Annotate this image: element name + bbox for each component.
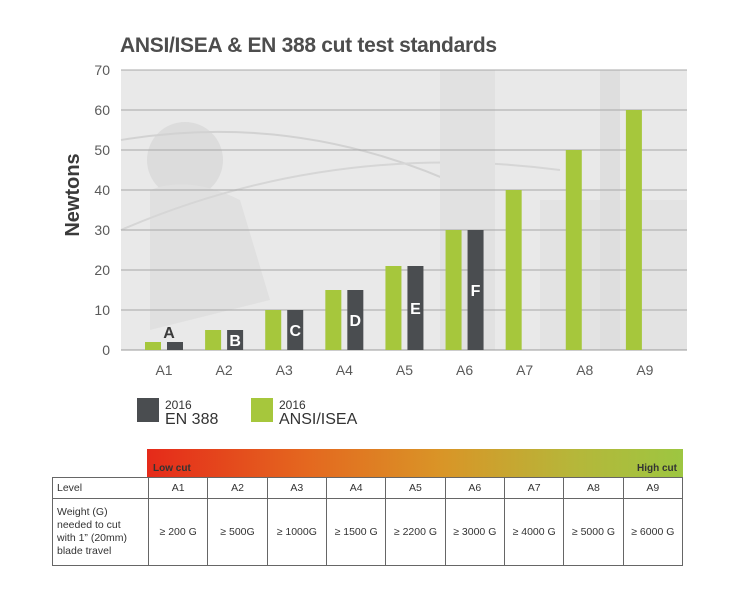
- bar-ansi-a8: [565, 150, 582, 350]
- cut-level-gradient: Low cut High cut: [147, 449, 683, 477]
- bar-label-e: E: [410, 301, 421, 318]
- weight-cell: ≥ 4000 G: [503, 498, 565, 566]
- y-tick-labels: 0 10 20 30 40 50 60 70: [94, 62, 110, 358]
- bar-ansi-a4: [325, 290, 342, 350]
- level-cell: A4: [325, 477, 387, 499]
- table-row-levels: Level A1 A2 A3 A4 A5 A6 A7 A8 A9: [52, 477, 684, 499]
- high-cut-label: High cut: [637, 463, 677, 474]
- legend-name-ansi: ANSI/ISEA: [279, 411, 358, 428]
- x-tick-label: A2: [216, 362, 233, 378]
- weight-header-line: with 1” (20mm): [57, 532, 128, 544]
- x-tick-label: A8: [576, 362, 593, 378]
- weight-cell: ≥ 500G: [207, 498, 268, 566]
- weight-cell: ≥ 1000G: [266, 498, 327, 566]
- bar-en388-a5: [407, 266, 424, 350]
- cut-levels-table: Level A1 A2 A3 A4 A5 A6 A7 A8 A9 Weight (G) need…: [52, 477, 684, 566]
- weight-cell: ≥ 3000 G: [444, 498, 505, 566]
- chart-title: ANSI/ISEA & EN 388 cut test standards: [120, 34, 497, 57]
- weight-header-line: needed to cut: [57, 519, 121, 531]
- y-tick-label: 60: [94, 102, 110, 118]
- x-tick-label: A9: [636, 362, 653, 378]
- bar-ansi-a3: [265, 310, 282, 350]
- bar-ansi-a6: [445, 230, 462, 350]
- weight-header-line: Weight (G): [57, 506, 108, 518]
- bar-ansi-a2: [205, 330, 222, 350]
- level-cell: A9: [622, 477, 684, 499]
- x-tick-label: A1: [155, 362, 172, 378]
- bar-label-a: A: [163, 325, 175, 342]
- legend-name-en388: EN 388: [165, 411, 219, 428]
- bar-ansi-a9: [625, 110, 642, 350]
- bar-label-b: B: [229, 333, 241, 350]
- bar-en388-a1: [167, 342, 183, 350]
- legend-swatch-ansi: [251, 398, 273, 422]
- y-tick-label: 10: [94, 302, 110, 318]
- level-cell: A7: [503, 477, 565, 499]
- y-tick-label: 0: [102, 342, 110, 358]
- bar-ansi-a1: [145, 342, 161, 350]
- bar-en388-a4: [347, 290, 364, 350]
- legend-year-en388: 2016: [165, 398, 192, 412]
- y-tick-label: 20: [94, 262, 110, 278]
- bar-en388-a2: [227, 330, 244, 350]
- level-cell: A2: [207, 477, 268, 499]
- bars: A B C D E F: [145, 110, 642, 350]
- bar-label-c: C: [289, 323, 301, 340]
- x-tick-label: A3: [276, 362, 293, 378]
- chart-background: [120, 70, 687, 350]
- level-cell: A3: [266, 477, 327, 499]
- weight-cell: ≥ 2200 G: [385, 498, 446, 566]
- y-tick-label: 30: [94, 222, 110, 238]
- weight-header-line: blade travel: [57, 545, 112, 557]
- y-tick-label: 40: [94, 182, 110, 198]
- weight-header: Weight (G) needed to cut with 1” (20mm) …: [52, 498, 149, 566]
- bar-ansi-a7: [505, 190, 522, 350]
- level-cell: A5: [385, 477, 446, 499]
- x-tick-label: A4: [336, 362, 353, 378]
- level-cell: A6: [444, 477, 505, 499]
- weight-cell: ≥ 5000 G: [563, 498, 624, 566]
- level-cell: A8: [563, 477, 624, 499]
- legend-swatch-en388: [137, 398, 159, 422]
- level-header: Level: [52, 477, 149, 499]
- weight-cell: ≥ 1500 G: [325, 498, 387, 566]
- x-tick-label: A6: [456, 362, 473, 378]
- y-tick-label: 70: [94, 62, 110, 78]
- bar-label-f: F: [471, 283, 481, 300]
- bar-en388-a6: [467, 230, 484, 350]
- bar-ansi-a5: [385, 266, 402, 350]
- low-cut-label: Low cut: [153, 463, 191, 474]
- weight-cell: ≥ 200 G: [147, 498, 209, 566]
- y-axis-label: Newtons: [62, 153, 84, 236]
- x-tick-label: A5: [396, 362, 413, 378]
- weight-cell: ≥ 6000 G: [622, 498, 684, 566]
- bar-label-d: D: [350, 313, 362, 330]
- x-tick-label: A7: [516, 362, 533, 378]
- legend-year-ansi: 2016: [279, 398, 306, 412]
- level-cell: A1: [147, 477, 209, 499]
- bar-en388-a3: [287, 310, 304, 350]
- table-row-weights: Weight (G) needed to cut with 1” (20mm) …: [52, 498, 684, 566]
- x-tick-labels: A1 A2 A3 A4 A5 A6 A7 A8 A9: [155, 362, 653, 378]
- y-tick-label: 50: [94, 142, 110, 158]
